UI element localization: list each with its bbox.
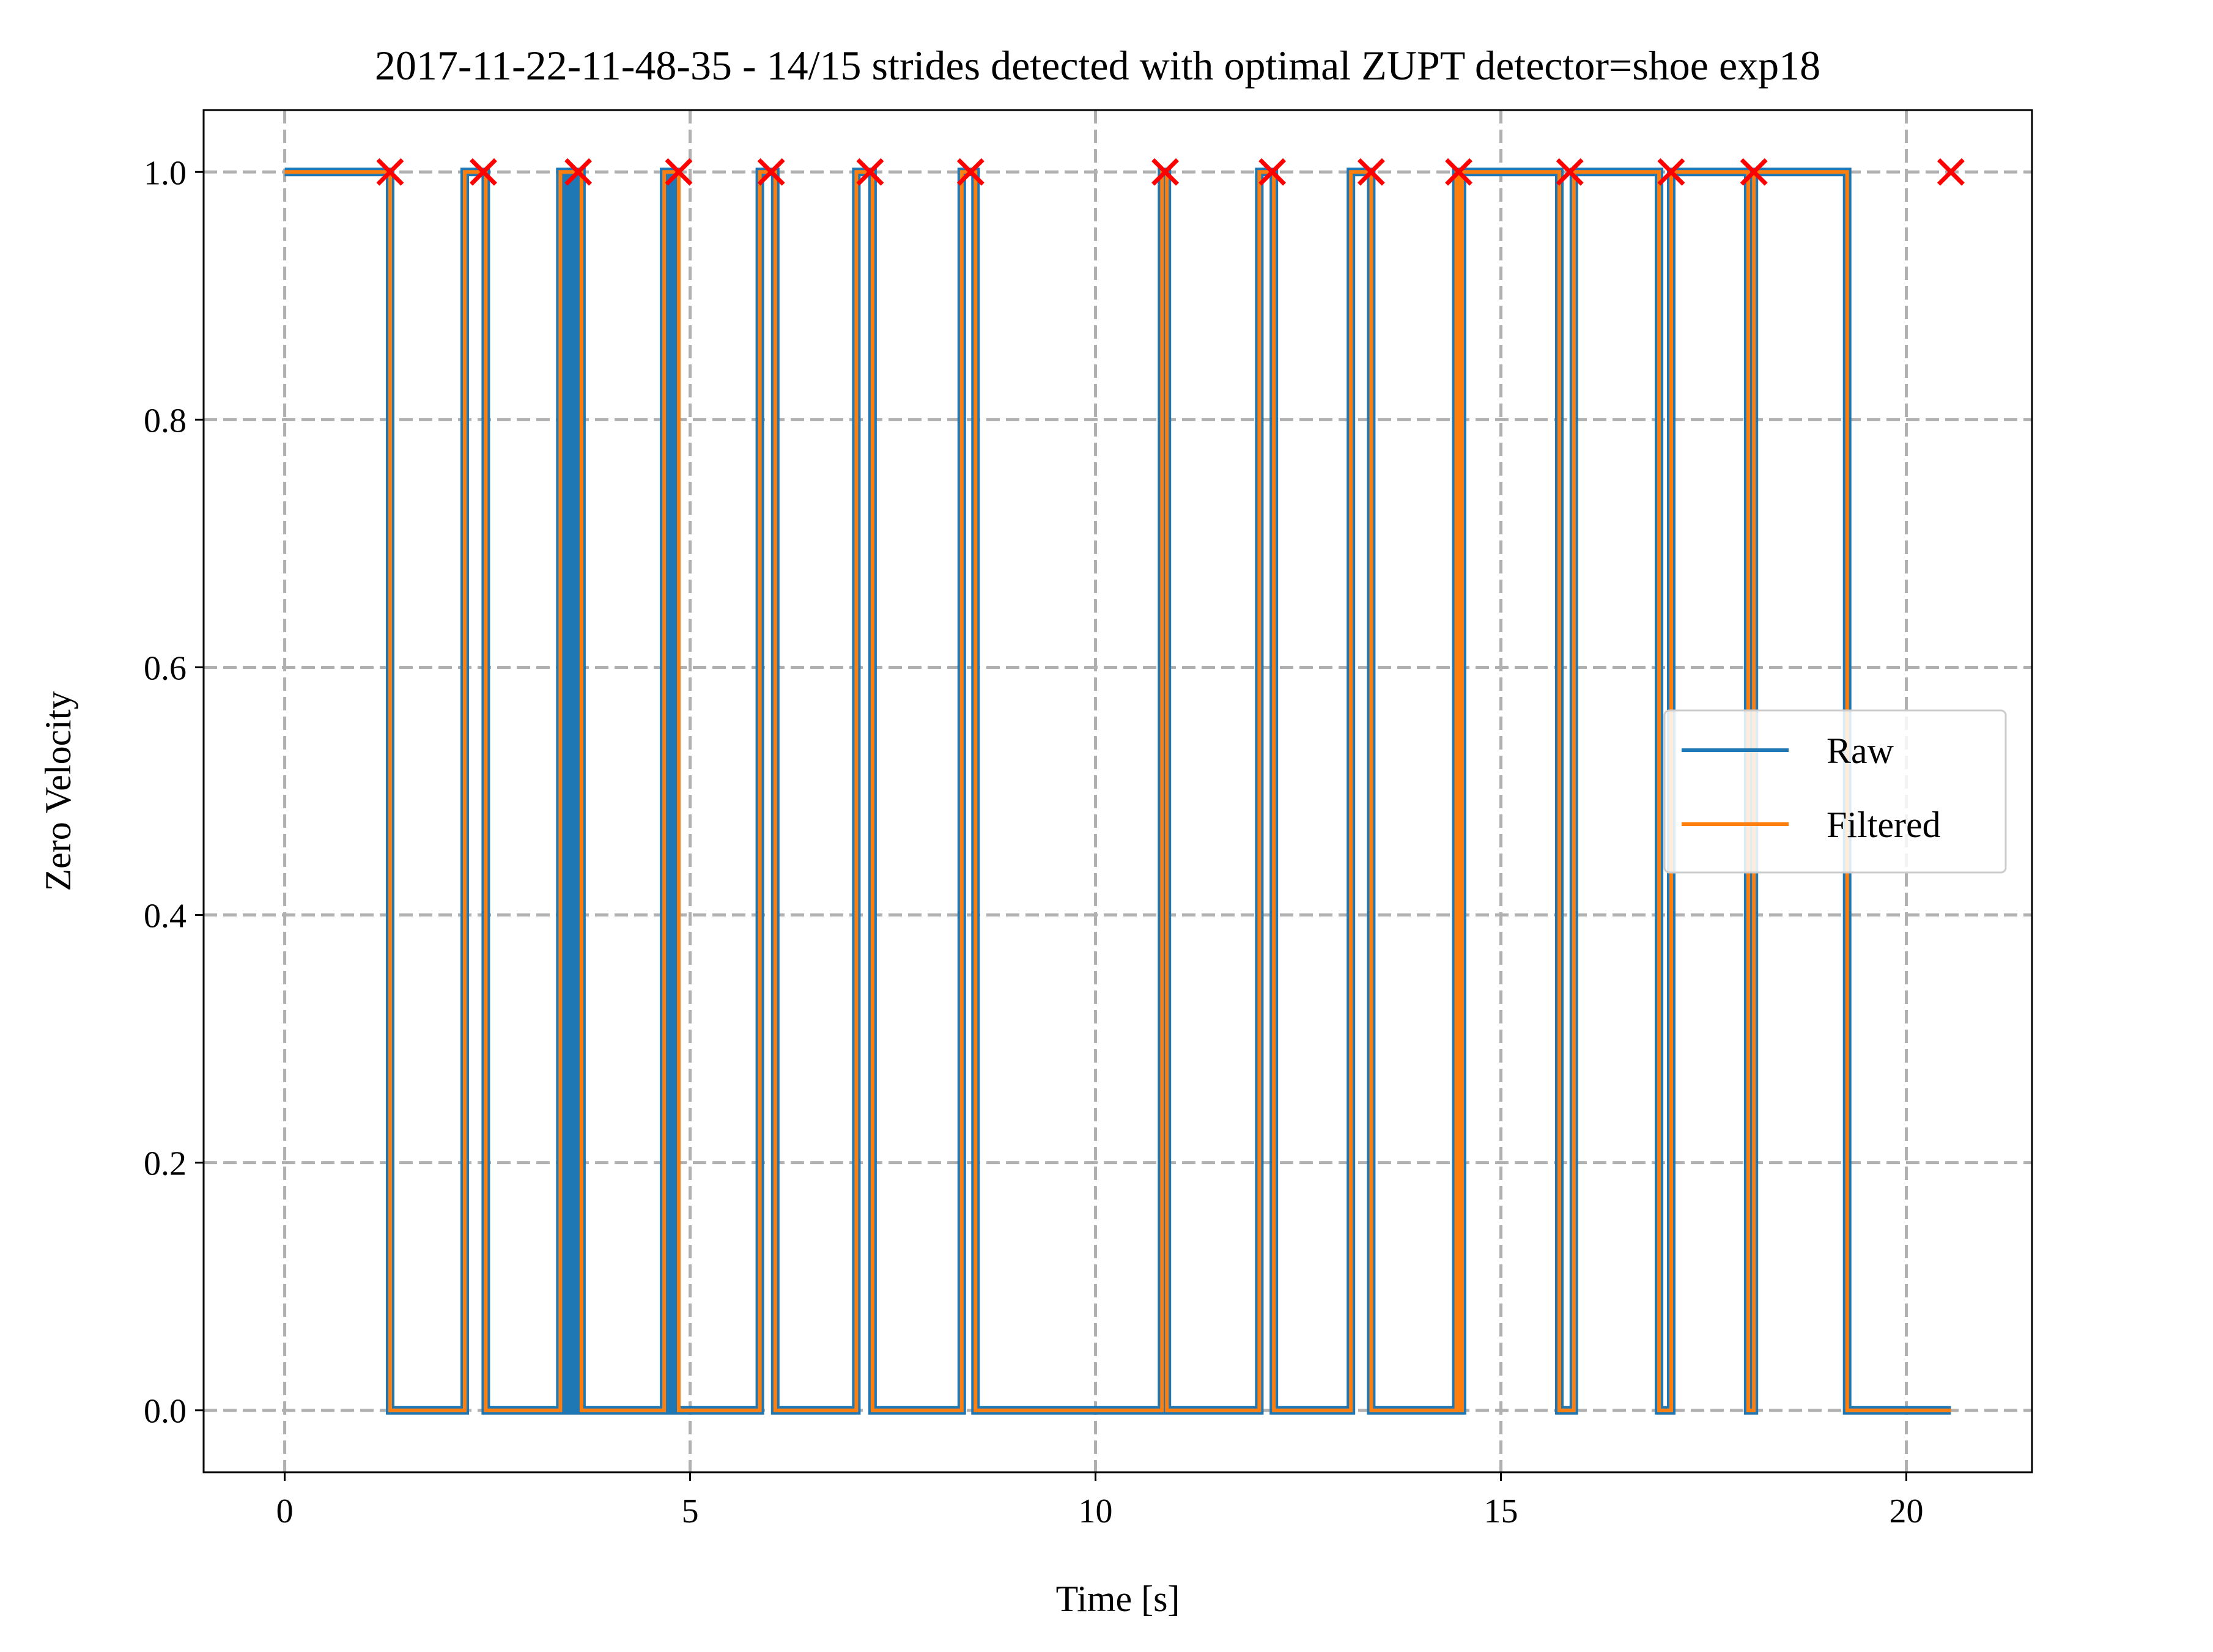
y-tick-label: 0.0 bbox=[144, 1393, 187, 1431]
series-line-filtered bbox=[284, 170, 1951, 1412]
y-tick-label: 0.2 bbox=[144, 1145, 187, 1183]
x-tick-label: 10 bbox=[1079, 1492, 1113, 1530]
plot-frame bbox=[202, 109, 2033, 1473]
x-tick-label: 15 bbox=[1484, 1492, 1518, 1530]
legend: Raw Filtered bbox=[1663, 709, 2007, 874]
stride-marker bbox=[1151, 158, 1180, 186]
y-tick-label: 0.4 bbox=[144, 898, 187, 935]
stride-marker bbox=[1357, 158, 1385, 186]
y-tick-label: 0.6 bbox=[144, 649, 187, 687]
stride-marker bbox=[1937, 158, 1965, 186]
stride-marker bbox=[376, 158, 404, 186]
series-layer bbox=[284, 168, 1951, 1415]
legend-label-filtered: Filtered bbox=[1827, 805, 1941, 845]
stride-markers bbox=[376, 158, 1965, 186]
stride-marker bbox=[469, 158, 497, 186]
y-tick-label: 1.0 bbox=[144, 154, 187, 192]
stride-marker bbox=[856, 158, 884, 186]
stride-marker bbox=[757, 158, 785, 186]
y-axis-label: Zero Velocity bbox=[38, 691, 78, 891]
stride-marker bbox=[1556, 158, 1584, 186]
stride-marker bbox=[665, 158, 693, 186]
legend-label-raw: Raw bbox=[1827, 731, 1894, 771]
stride-marker bbox=[564, 158, 593, 186]
stride-marker bbox=[1445, 158, 1473, 186]
stride-marker bbox=[1258, 158, 1287, 186]
chart-title: 2017-11-22-11-48-35 - 14/15 strides dete… bbox=[375, 42, 1820, 89]
x-tick-label: 20 bbox=[1889, 1492, 1923, 1530]
x-axis-label: Time [s] bbox=[1056, 1579, 1180, 1619]
ticks: 0 5 10 15 20 0.0 0.2 0.4 0.6 0.8 1.0 bbox=[144, 154, 1923, 1530]
x-tick-label: 5 bbox=[682, 1492, 699, 1530]
stride-marker bbox=[956, 158, 985, 186]
y-tick-label: 0.8 bbox=[144, 402, 187, 440]
stride-marker bbox=[1657, 158, 1685, 186]
stride-marker bbox=[1740, 158, 1768, 186]
x-tick-label: 0 bbox=[276, 1492, 294, 1530]
